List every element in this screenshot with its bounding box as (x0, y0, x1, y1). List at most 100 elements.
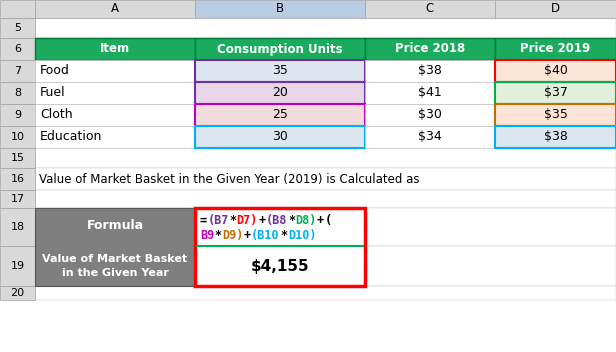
Bar (0, 38, 35, 60)
Text: A: A (111, 2, 119, 15)
Text: Cloth: Cloth (40, 108, 73, 121)
Bar (35, 82, 195, 104)
Text: Price 2019: Price 2019 (521, 43, 591, 56)
Bar (35, 246, 616, 286)
Bar (35, 286, 616, 300)
Bar (35, 38, 195, 60)
Text: $35: $35 (543, 108, 567, 121)
Bar (495, 0, 616, 18)
Bar (0, 148, 35, 168)
Text: +: + (259, 214, 265, 227)
Bar (0, 208, 35, 246)
Text: D: D (551, 2, 560, 15)
Bar (35, 60, 616, 82)
Text: *: * (229, 214, 237, 227)
Bar (35, 18, 616, 38)
Bar (35, 104, 195, 126)
Text: +: + (317, 214, 324, 227)
Text: $4,155: $4,155 (251, 258, 309, 274)
Text: 16: 16 (10, 174, 25, 184)
Bar (35, 208, 616, 246)
Bar (365, 82, 495, 104)
Text: 25: 25 (272, 108, 288, 121)
Text: (B10: (B10 (251, 229, 280, 242)
Text: $38: $38 (543, 131, 567, 144)
Text: C: C (426, 2, 434, 15)
Text: Formula: Formula (86, 219, 144, 232)
Bar (195, 60, 365, 82)
Text: 8: 8 (14, 88, 21, 98)
Bar (365, 126, 495, 148)
Text: (: ( (325, 214, 331, 227)
Bar (365, 38, 495, 60)
Bar (495, 60, 616, 82)
Text: B9: B9 (200, 229, 214, 242)
Bar (35, 82, 616, 104)
Text: Item: Item (100, 43, 130, 56)
Bar (35, 126, 616, 148)
Text: D7): D7) (237, 214, 258, 227)
Text: Education: Education (40, 131, 102, 144)
Bar (195, 0, 365, 18)
Bar (35, 208, 195, 286)
Bar (495, 126, 616, 148)
Text: *: * (280, 229, 288, 242)
Bar (0, 126, 35, 148)
Bar (195, 82, 365, 104)
Text: 6: 6 (14, 44, 21, 54)
Text: Value of Market Basket
in the Given Year: Value of Market Basket in the Given Year (43, 254, 187, 278)
Text: $40: $40 (543, 64, 567, 77)
Bar (35, 0, 195, 18)
Bar (195, 126, 365, 148)
Text: 20: 20 (10, 288, 25, 298)
Text: (B7: (B7 (208, 214, 229, 227)
Text: Value of Market Basket in the Given Year (2019) is Calculated as: Value of Market Basket in the Given Year… (39, 172, 419, 186)
Text: $37: $37 (543, 87, 567, 100)
Bar (0, 0, 35, 18)
Text: Food: Food (40, 64, 70, 77)
Bar (195, 104, 365, 126)
Bar (365, 60, 495, 82)
Text: 19: 19 (10, 261, 25, 271)
Text: $41: $41 (418, 87, 442, 100)
Text: D9): D9) (222, 229, 243, 242)
Text: 5: 5 (14, 23, 21, 33)
Bar (0, 286, 35, 300)
Text: =: = (200, 214, 207, 227)
Bar (35, 148, 616, 168)
Bar (365, 104, 495, 126)
Bar (495, 104, 616, 126)
Text: $30: $30 (418, 108, 442, 121)
Bar (35, 190, 616, 208)
Bar (0, 104, 35, 126)
Bar (0, 246, 35, 286)
Text: B: B (276, 2, 284, 15)
Text: 9: 9 (14, 110, 21, 120)
Text: 20: 20 (272, 87, 288, 100)
Bar (495, 82, 616, 104)
Text: D8): D8) (295, 214, 317, 227)
Text: *: * (288, 214, 295, 227)
Text: D10): D10) (288, 229, 317, 242)
Text: 7: 7 (14, 66, 21, 76)
Text: $38: $38 (418, 64, 442, 77)
Bar (35, 126, 195, 148)
Text: 10: 10 (10, 132, 25, 142)
Bar (35, 168, 616, 190)
Bar (35, 0, 616, 18)
Text: 35: 35 (272, 64, 288, 77)
Bar (35, 38, 616, 60)
Bar (0, 190, 35, 208)
Bar (195, 208, 365, 286)
Bar (35, 60, 195, 82)
Bar (0, 168, 35, 190)
Bar (35, 104, 616, 126)
Text: 17: 17 (10, 194, 25, 204)
Bar (0, 60, 35, 82)
Text: Fuel: Fuel (40, 87, 66, 100)
Text: 15: 15 (10, 153, 25, 163)
Text: $34: $34 (418, 131, 442, 144)
Text: +: + (244, 229, 251, 242)
Text: Price 2018: Price 2018 (395, 43, 465, 56)
Bar (0, 82, 35, 104)
